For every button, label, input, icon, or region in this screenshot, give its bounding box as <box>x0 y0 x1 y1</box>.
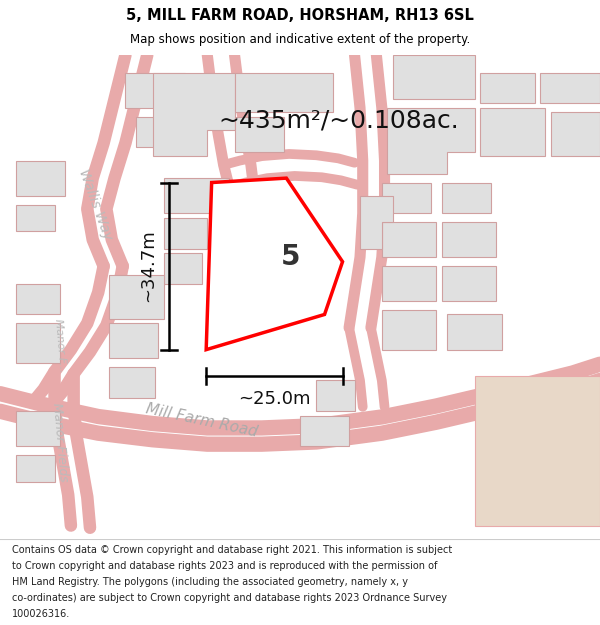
Polygon shape <box>125 72 185 107</box>
Polygon shape <box>164 253 202 284</box>
Polygon shape <box>16 204 55 231</box>
Polygon shape <box>442 182 491 213</box>
Text: 5: 5 <box>281 243 301 271</box>
Text: ~25.0m: ~25.0m <box>238 390 311 408</box>
Text: co-ordinates) are subject to Crown copyright and database rights 2023 Ordnance S: co-ordinates) are subject to Crown copyr… <box>12 592 447 602</box>
Polygon shape <box>442 266 496 301</box>
Polygon shape <box>109 368 155 398</box>
Text: Contains OS data © Crown copyright and database right 2021. This information is : Contains OS data © Crown copyright and d… <box>12 545 452 555</box>
Polygon shape <box>382 310 436 349</box>
Text: Map shows position and indicative extent of the property.: Map shows position and indicative extent… <box>130 33 470 46</box>
Polygon shape <box>475 376 600 526</box>
Polygon shape <box>316 381 355 411</box>
Polygon shape <box>16 455 55 482</box>
Text: Manor Fields: Manor Fields <box>50 402 70 482</box>
Text: Mill Farm Road: Mill Farm Road <box>145 401 259 439</box>
Polygon shape <box>235 117 284 152</box>
Polygon shape <box>480 72 535 103</box>
Polygon shape <box>164 178 229 213</box>
Polygon shape <box>109 275 164 319</box>
Polygon shape <box>16 284 60 314</box>
Polygon shape <box>153 72 235 156</box>
Polygon shape <box>387 107 475 174</box>
Polygon shape <box>540 72 600 103</box>
Polygon shape <box>16 411 60 446</box>
Text: HM Land Registry. The polygons (including the associated geometry, namely x, y: HM Land Registry. The polygons (includin… <box>12 577 408 587</box>
Polygon shape <box>16 323 60 363</box>
Polygon shape <box>480 107 545 156</box>
Polygon shape <box>206 178 343 349</box>
Text: ~435m²/~0.108ac.: ~435m²/~0.108ac. <box>218 109 459 133</box>
Polygon shape <box>382 222 436 258</box>
Polygon shape <box>16 161 65 196</box>
Polygon shape <box>235 72 333 112</box>
Polygon shape <box>442 222 496 258</box>
Polygon shape <box>360 196 393 249</box>
Polygon shape <box>551 112 600 156</box>
Polygon shape <box>136 117 196 148</box>
Text: 5, MILL FARM ROAD, HORSHAM, RH13 6SL: 5, MILL FARM ROAD, HORSHAM, RH13 6SL <box>126 8 474 23</box>
Polygon shape <box>447 314 502 349</box>
Text: Wallis Way: Wallis Way <box>76 167 115 242</box>
Text: Manor F...: Manor F... <box>53 318 67 372</box>
Text: 100026316.: 100026316. <box>12 609 70 619</box>
Polygon shape <box>393 55 475 99</box>
Polygon shape <box>109 323 158 359</box>
Polygon shape <box>300 416 349 446</box>
Polygon shape <box>382 266 436 301</box>
Text: to Crown copyright and database rights 2023 and is reproduced with the permissio: to Crown copyright and database rights 2… <box>12 561 437 571</box>
Polygon shape <box>164 217 207 249</box>
Text: ~34.7m: ~34.7m <box>139 230 157 302</box>
Polygon shape <box>382 182 431 213</box>
